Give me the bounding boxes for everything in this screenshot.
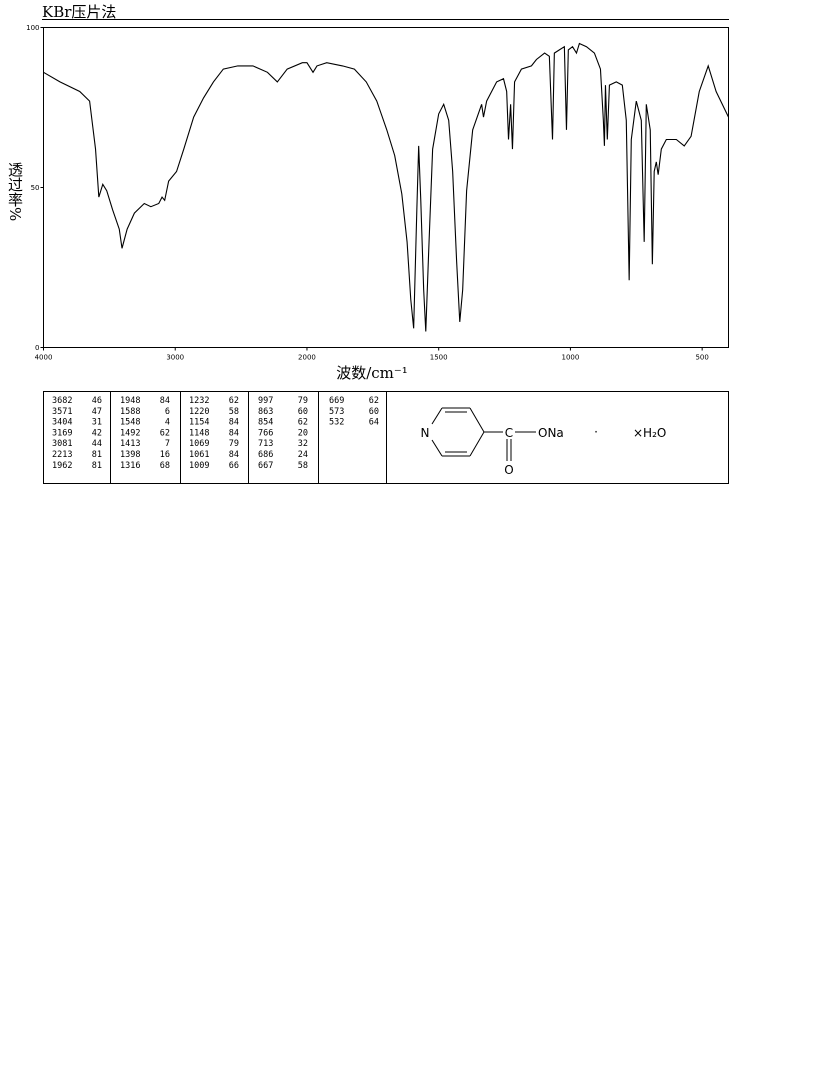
peak-wavenumber: 532: [329, 418, 344, 428]
peak-wavenumber: 766: [258, 428, 273, 438]
peak-transmittance: 47: [92, 407, 102, 417]
peak-wavenumber: 3169: [52, 428, 72, 438]
peak-transmittance: 20: [298, 428, 308, 438]
peak-wavenumber: 1962: [52, 461, 72, 471]
peak-transmittance: 44: [92, 439, 102, 449]
peak-transmittance: 62: [298, 418, 308, 428]
peak-transmittance: 58: [298, 461, 308, 471]
plot-frame: [43, 27, 729, 348]
peak-wavenumber: 686: [258, 450, 273, 460]
bond: [431, 407, 443, 425]
peak-wavenumber: 1588: [120, 407, 140, 417]
hydrate-label: ×H₂O: [633, 426, 666, 440]
spectrum-line: [43, 42, 729, 332]
y-axis-label: 透过率%: [6, 162, 24, 221]
peak-wavenumber: 3404: [52, 418, 72, 428]
peak-transmittance: 79: [298, 396, 308, 406]
peak-wavenumber: 667: [258, 461, 273, 471]
peak-transmittance: 62: [369, 396, 379, 406]
x-tick-label: 1500: [430, 354, 448, 362]
peak-wavenumber: 573: [329, 407, 344, 417]
peak-wavenumber: 1232: [189, 396, 209, 406]
peak-transmittance: 4: [165, 418, 170, 428]
peak-transmittance: 84: [229, 450, 239, 460]
peak-transmittance: 16: [160, 450, 170, 460]
peak-wavenumber: 1316: [120, 461, 140, 471]
bond: [469, 431, 485, 457]
peak-transmittance: 31: [92, 418, 102, 428]
peak-transmittance: 60: [369, 407, 379, 417]
x-axis-label: 波数/cm⁻¹: [336, 364, 408, 382]
chart-title: KBr压片法: [42, 3, 116, 21]
peak-wavenumber: 854: [258, 418, 273, 428]
atom-label: N: [421, 426, 430, 440]
atom-label: C: [505, 426, 513, 440]
peak-transmittance: 46: [92, 396, 102, 406]
peak-transmittance: 58: [229, 407, 239, 417]
peak-wavenumber: 1398: [120, 450, 140, 460]
dot-label: ·: [594, 425, 598, 439]
peak-wavenumber: 1948: [120, 396, 140, 406]
peak-transmittance: 7: [165, 439, 170, 449]
peak-wavenumber: 1220: [189, 407, 209, 417]
peak-wavenumber: 3081: [52, 439, 72, 449]
peak-transmittance: 62: [160, 428, 170, 438]
atom-label: O: [504, 463, 513, 477]
x-tick-label: 3000: [166, 354, 184, 362]
peak-transmittance: 24: [298, 450, 308, 460]
peak-wavenumber: 1069: [189, 439, 209, 449]
table-dividers: [110, 391, 387, 483]
atom-label: ONa: [538, 426, 564, 440]
peak-transmittance: 66: [229, 461, 239, 471]
peak-wavenumber: 1148: [189, 428, 209, 438]
y-tick-label: 50: [31, 184, 40, 192]
bond: [431, 439, 443, 457]
structure-bonds: [431, 407, 536, 461]
peak-wavenumber: 1413: [120, 439, 140, 449]
x-tick-label: 1000: [562, 354, 580, 362]
peak-transmittance: 64: [369, 418, 379, 428]
peak-wavenumber: 863: [258, 407, 273, 417]
peak-transmittance: 84: [229, 418, 239, 428]
peak-wavenumber: 997: [258, 396, 273, 406]
peak-wavenumber: 3571: [52, 407, 72, 417]
y-tick-label: 100: [26, 24, 39, 32]
peak-transmittance: 81: [92, 461, 102, 471]
peak-wavenumber: 713: [258, 439, 273, 449]
x-tick-label: 2000: [298, 354, 316, 362]
y-tick-label: 0: [35, 344, 39, 352]
x-tick-label: 4000: [35, 354, 53, 362]
peak-wavenumber: 1009: [189, 461, 209, 471]
peak-wavenumber: 1548: [120, 418, 140, 428]
peak-wavenumber: 1154: [189, 418, 209, 428]
peak-transmittance: 62: [229, 396, 239, 406]
peak-wavenumber: 3682: [52, 396, 72, 406]
peak-transmittance: 68: [160, 461, 170, 471]
peak-transmittance: 84: [229, 428, 239, 438]
peak-transmittance: 81: [92, 450, 102, 460]
peak-transmittance: 42: [92, 428, 102, 438]
peak-transmittance: 6: [165, 407, 170, 417]
x-tick-label: 500: [695, 354, 708, 362]
peak-wavenumber: 2213: [52, 450, 72, 460]
bond: [469, 407, 485, 433]
peak-transmittance: 60: [298, 407, 308, 417]
peak-transmittance: 32: [298, 439, 308, 449]
peak-transmittance: 79: [229, 439, 239, 449]
peak-wavenumber: 1061: [189, 450, 209, 460]
peak-wavenumber: 1492: [120, 428, 140, 438]
peak-transmittance: 84: [160, 396, 170, 406]
peak-wavenumber: 669: [329, 396, 344, 406]
